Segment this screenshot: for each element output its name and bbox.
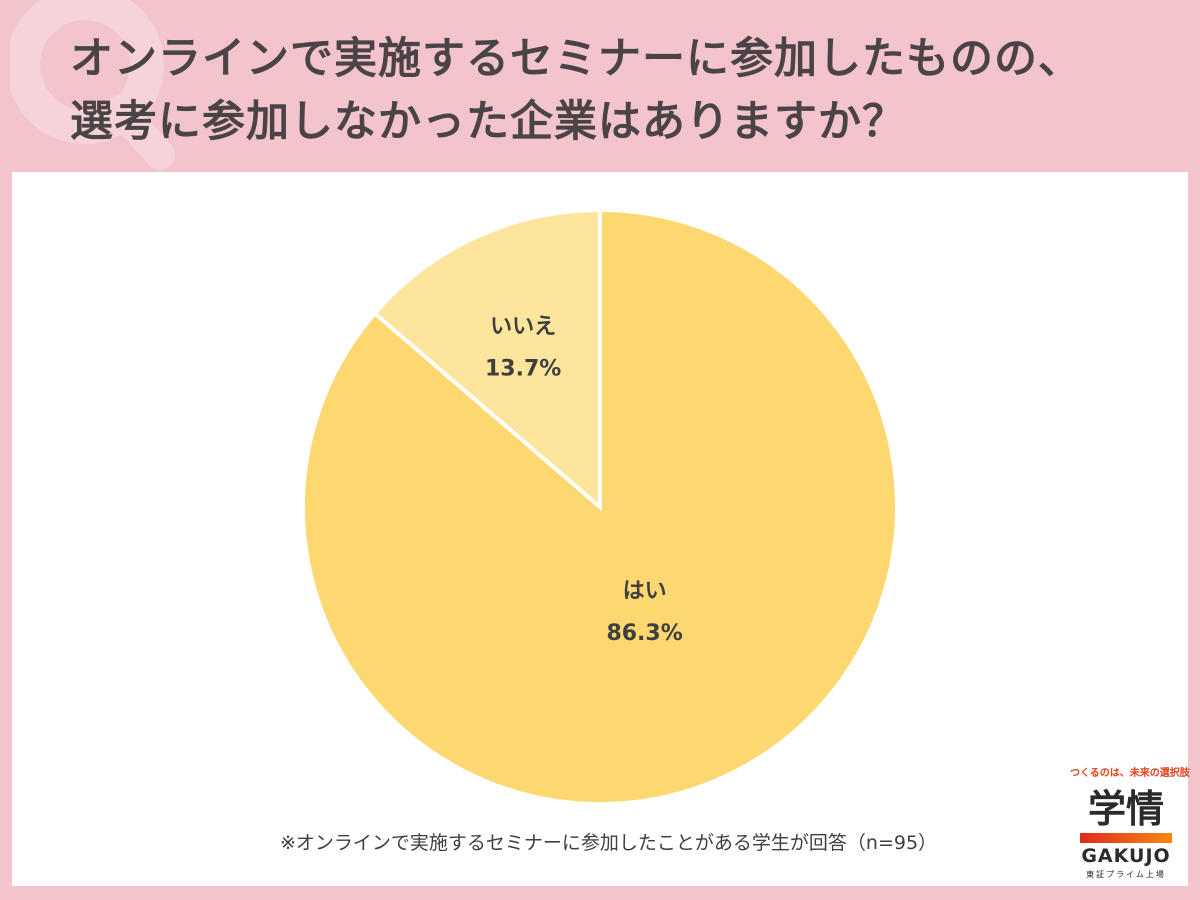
title-line-1: オンラインで実施するセミナーに参加したものの、 [70, 34, 1082, 84]
pie-chart: はい 86.3% いいえ 13.7% [301, 207, 899, 806]
logo-sub: 東証プライム上場 [1086, 870, 1166, 879]
gakujo-logo: つくるのは、未来の選択肢 学情 GAKUJO 東証プライム上場 [1070, 764, 1190, 880]
chart-panel: はい 86.3% いいえ 13.7% ※オンラインで実施するセミナーに参加したことがあ… [12, 172, 1190, 886]
q-decoration-icon [10, 0, 175, 170]
slice-label-1: はい [623, 579, 667, 604]
title-line-2: 選考に参加しなかった企業はありますか？ [70, 97, 906, 147]
pie-slice-1 [301, 207, 899, 806]
footnote: ※オンラインで実施するセミナーに参加したことがある学生が回答（n=95） [280, 832, 938, 854]
logo-bar [1080, 833, 1172, 843]
page-title: オンラインで実施するセミナーに参加したものの、 選考に参加しなかった企業はありま… [70, 28, 1180, 154]
slice-label-2: いいえ [490, 315, 556, 340]
logo-tagline: つくるのは、未来の選択肢 [1070, 768, 1190, 779]
logo-name: GAKUJO [1081, 845, 1171, 867]
logo-mark: 学情 [1087, 787, 1164, 831]
pie-slice-2 [371, 207, 602, 512]
slice-value-2: 13.7% [485, 357, 561, 382]
slice-value-1: 86.3% [606, 621, 682, 646]
